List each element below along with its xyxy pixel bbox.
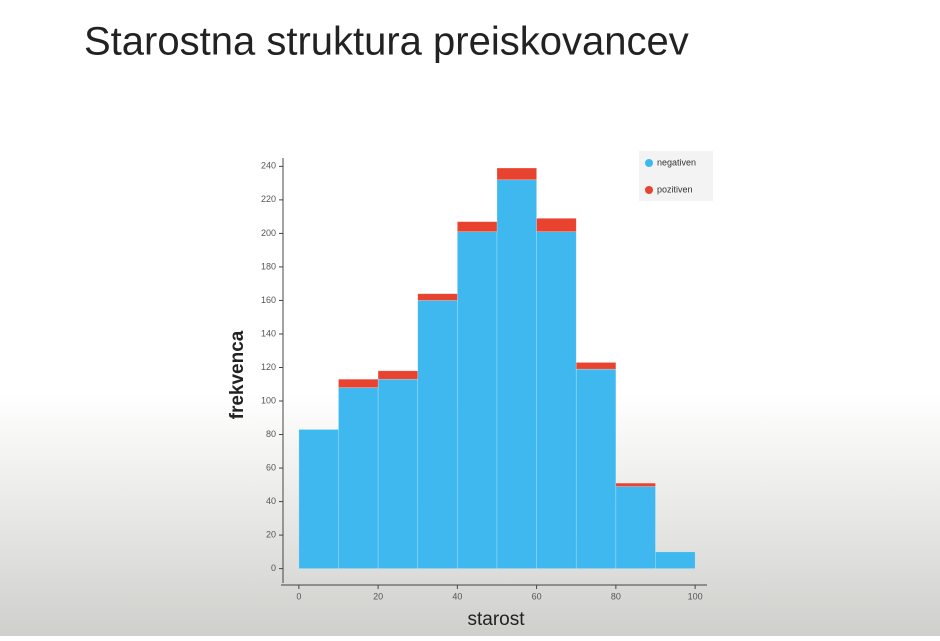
x-tick-label: 40 [452, 591, 462, 601]
y-tick-label: 80 [266, 429, 276, 439]
y-tick-label: 200 [261, 228, 276, 238]
bar-segment [457, 221, 498, 233]
bar-segment [575, 368, 617, 569]
y-tick-label: 180 [261, 261, 276, 271]
y-tick-label: 60 [266, 462, 276, 472]
bar-segment [338, 387, 379, 569]
bar-segment [417, 293, 458, 301]
x-tick-label: 100 [688, 591, 703, 601]
x-tick-label: 80 [611, 591, 621, 601]
legend-label: negativen [657, 157, 696, 167]
legend-marker [645, 186, 653, 194]
y-tick-label: 20 [266, 529, 276, 539]
legend-marker [645, 159, 653, 167]
y-tick-label: 40 [266, 496, 276, 506]
y-axis-label: frekvenca [227, 330, 248, 419]
bar-segment [377, 378, 419, 569]
bar-segment [615, 482, 656, 487]
slide-title: Starostna struktura preiskovancev [84, 20, 689, 64]
y-tick-label: 100 [261, 395, 276, 405]
bar-segment [496, 167, 537, 181]
bar-segment [536, 218, 577, 233]
bar-segment [377, 370, 419, 380]
bar-segment [655, 551, 696, 569]
bar-segment [496, 179, 537, 569]
bar-segment [298, 429, 339, 569]
y-tick-label: 160 [261, 295, 276, 305]
x-axis-label: starost [467, 609, 525, 630]
bar-segment [615, 486, 656, 569]
bar-segment [457, 231, 498, 569]
y-tick-label: 120 [261, 362, 276, 372]
x-tick-label: 0 [296, 591, 301, 601]
x-tick-label: 60 [532, 591, 542, 601]
y-tick-label: 140 [261, 328, 276, 338]
y-tick-label: 0 [271, 563, 276, 573]
bar-segment [536, 231, 577, 569]
bar-segment [338, 378, 379, 388]
x-tick-label: 20 [373, 591, 383, 601]
bar-segment [575, 362, 617, 370]
y-tick-label: 240 [261, 161, 276, 171]
y-tick-label: 220 [261, 194, 276, 204]
legend-label: pozitiven [657, 184, 693, 194]
bar-segment [417, 300, 458, 569]
